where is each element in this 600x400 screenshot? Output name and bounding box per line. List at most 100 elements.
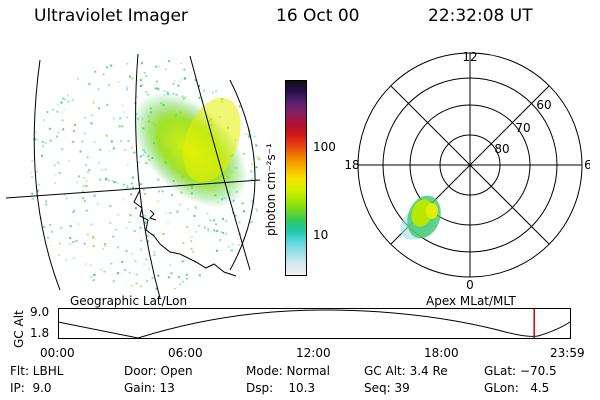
speckle-dot	[57, 103, 60, 106]
speckle-dot	[63, 193, 66, 196]
param-filter: Flt: LBHL	[10, 364, 64, 378]
speckle-dot	[257, 222, 260, 225]
polar-plot: 12 18 6 0 60 70 80	[344, 50, 590, 292]
speckle-dot	[101, 247, 104, 250]
speckle-dot	[186, 226, 189, 229]
speckle-dot	[73, 274, 76, 277]
speckle-dot	[126, 186, 129, 189]
speckle-dot	[112, 280, 115, 283]
speckle-dot	[71, 99, 74, 102]
speckle-dot	[234, 278, 236, 280]
speckle-dot	[219, 238, 222, 241]
speckle-dot	[79, 150, 82, 153]
speckle-dot	[117, 246, 120, 249]
speckle-dot	[66, 63, 69, 66]
speckle-dot	[173, 288, 176, 290]
speckle-dot	[71, 60, 74, 63]
timeline-ylabel: GC Alt	[12, 310, 26, 348]
speckle-dot	[179, 80, 182, 83]
speckle-dot	[153, 251, 156, 254]
speckle-dot	[52, 108, 55, 111]
speckle-dot	[257, 62, 260, 65]
speckle-dot	[164, 68, 167, 71]
speckle-dot	[141, 83, 144, 86]
speckle-dot	[46, 111, 49, 113]
speckle-dot	[76, 181, 78, 184]
speckle-dot	[238, 244, 241, 247]
speckle-dot	[203, 89, 205, 92]
speckle-dot	[108, 84, 111, 87]
speckle-dot	[198, 96, 201, 99]
speckle-dot	[157, 178, 160, 181]
speckle-dot	[238, 105, 241, 108]
speckle-dot	[250, 221, 253, 223]
speckle-dot	[121, 261, 124, 264]
speckle-dot	[128, 221, 131, 224]
speckle-dot	[35, 251, 38, 254]
apex-map-label: Apex MLat/MLT	[426, 294, 516, 308]
speckle-dot	[61, 148, 64, 151]
speckle-dot	[59, 227, 62, 230]
param-dsp: Dsp: 10.3	[246, 381, 316, 395]
speckle-dot	[126, 116, 129, 119]
speckle-dot	[205, 65, 208, 68]
speckle-dot	[93, 274, 96, 276]
speckle-dot	[157, 65, 160, 68]
param-seq: Seq: 39	[364, 381, 410, 395]
speckle-dot	[84, 263, 87, 266]
param-door: Door: Open	[124, 364, 193, 378]
speckle-dot	[166, 91, 169, 93]
speckle-dot	[156, 87, 159, 90]
speckle-dot	[115, 228, 117, 231]
speckle-dot	[78, 175, 81, 178]
speckle-dot	[39, 241, 42, 244]
speckle-dot	[248, 135, 251, 138]
speckle-dot	[256, 209, 259, 212]
speckle-dot	[56, 110, 59, 113]
speckle-dot	[45, 73, 48, 76]
speckle-dot	[112, 235, 115, 238]
speckle-dot	[194, 206, 197, 208]
geographic-grid	[5, 53, 261, 299]
speckle-dot	[111, 180, 114, 183]
speckle-dot	[225, 67, 228, 70]
speckle-dot	[36, 170, 39, 173]
speckle-dot	[144, 221, 147, 224]
speckle-dot	[250, 254, 253, 257]
speckle-dot	[104, 178, 107, 181]
speckle-dot	[54, 174, 57, 177]
speckle-dot	[74, 239, 77, 242]
speckle-dot	[190, 239, 193, 242]
speckle-dot	[242, 152, 245, 155]
speckle-dot	[121, 122, 124, 125]
timeline-ytick-high: 9.0	[30, 305, 50, 319]
speckle-dot	[62, 97, 64, 100]
speckle-dot	[85, 185, 88, 187]
speckle-dot	[176, 210, 179, 213]
speckle-dot	[64, 98, 67, 101]
speckle-dot	[41, 60, 44, 63]
speckle-dot	[194, 79, 197, 82]
speckle-dot	[74, 123, 76, 126]
speckle-dot	[126, 163, 129, 166]
altitude-timeline	[58, 308, 571, 339]
speckle-dot	[61, 111, 64, 114]
speckle-dot	[182, 242, 185, 245]
speckle-dot	[256, 136, 259, 139]
speckle-dot	[56, 161, 59, 164]
speckle-dot	[129, 214, 132, 217]
speckle-dot	[250, 178, 253, 181]
speckle-dot	[171, 194, 173, 196]
speckle-dot	[190, 247, 193, 250]
geographic-map-label: Geographic Lat/Lon	[70, 294, 188, 308]
speckle-dot	[47, 85, 50, 88]
lat-label-80: 80	[494, 142, 509, 156]
speckle-dot	[183, 60, 185, 63]
speckle-dot	[254, 100, 257, 103]
speckle-dot	[36, 189, 39, 192]
speckle-dot	[173, 79, 176, 82]
speckle-dot	[76, 77, 79, 80]
speckle-dot	[122, 198, 125, 201]
speckle-dot	[241, 66, 243, 69]
speckle-dot	[252, 265, 255, 268]
